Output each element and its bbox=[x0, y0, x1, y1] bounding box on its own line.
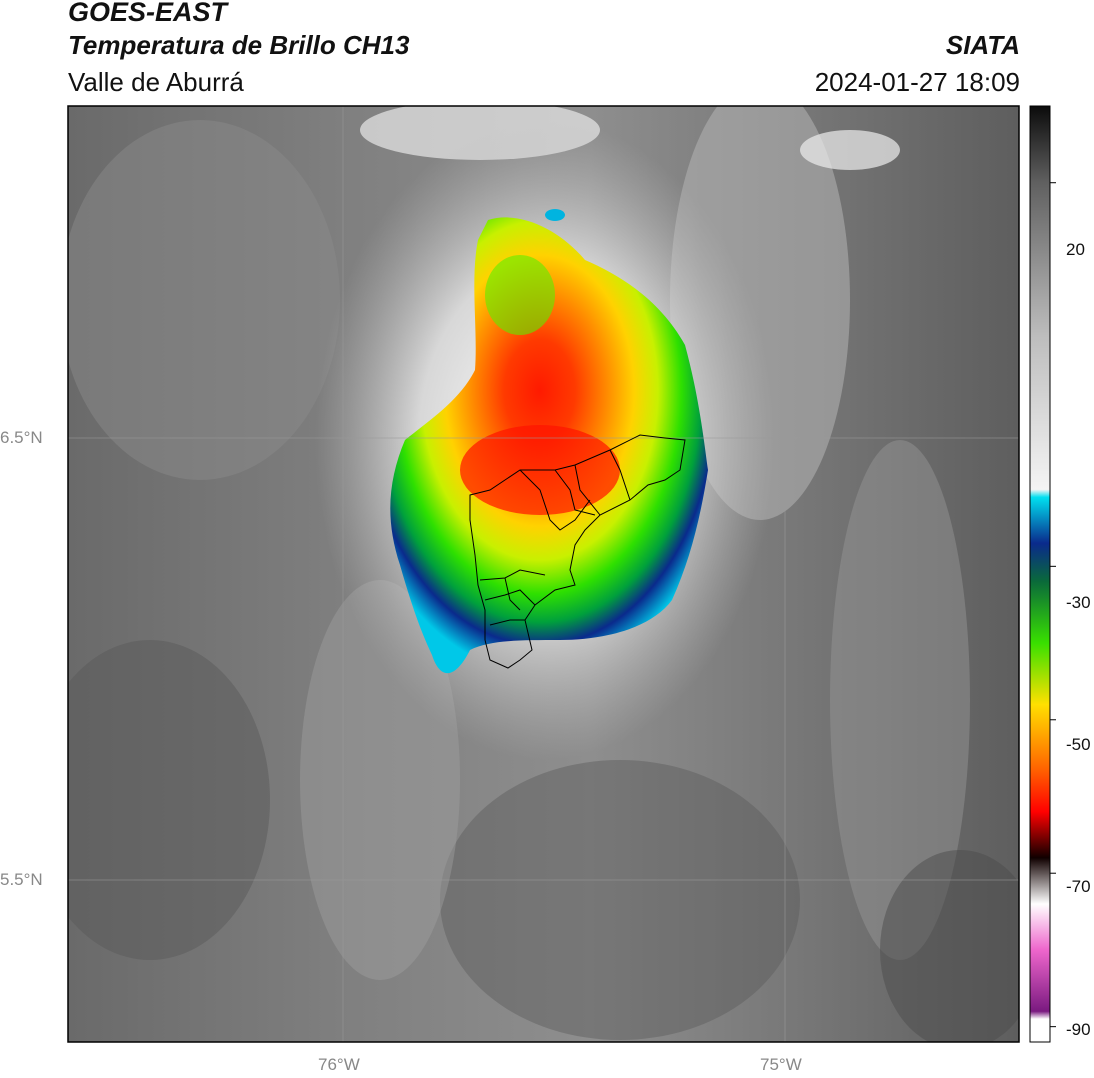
colorbar bbox=[1029, 105, 1056, 1043]
satellite-title: GOES-EAST bbox=[68, 0, 228, 27]
colorbar-tick-label: -30 bbox=[1066, 593, 1091, 612]
region-title: Valle de Aburrá bbox=[68, 67, 244, 97]
gridlines bbox=[68, 106, 1019, 1042]
colorbar-tick-label: -90 bbox=[1066, 1020, 1091, 1039]
colorbar-tick-label: 20 bbox=[1066, 240, 1085, 259]
colorbar-tick-label: -50 bbox=[1066, 735, 1091, 754]
lat-tick-label: 5.5°N bbox=[0, 870, 43, 889]
map-field bbox=[68, 106, 1019, 1042]
colorbar-tick-label: -70 bbox=[1066, 877, 1091, 896]
lon-tick-label: 76°W bbox=[318, 1055, 360, 1074]
municipal-boundaries bbox=[469, 434, 686, 669]
datetime-label: 2024-01-27 18:09 bbox=[814, 67, 1020, 97]
product-title: Temperatura de Brillo CH13 bbox=[68, 30, 410, 60]
lat-tick-label: 6.5°N bbox=[0, 428, 43, 447]
lon-tick-label: 75°W bbox=[760, 1055, 802, 1074]
map-frame bbox=[67, 105, 1020, 1043]
organization-label: SIATA bbox=[945, 30, 1020, 60]
